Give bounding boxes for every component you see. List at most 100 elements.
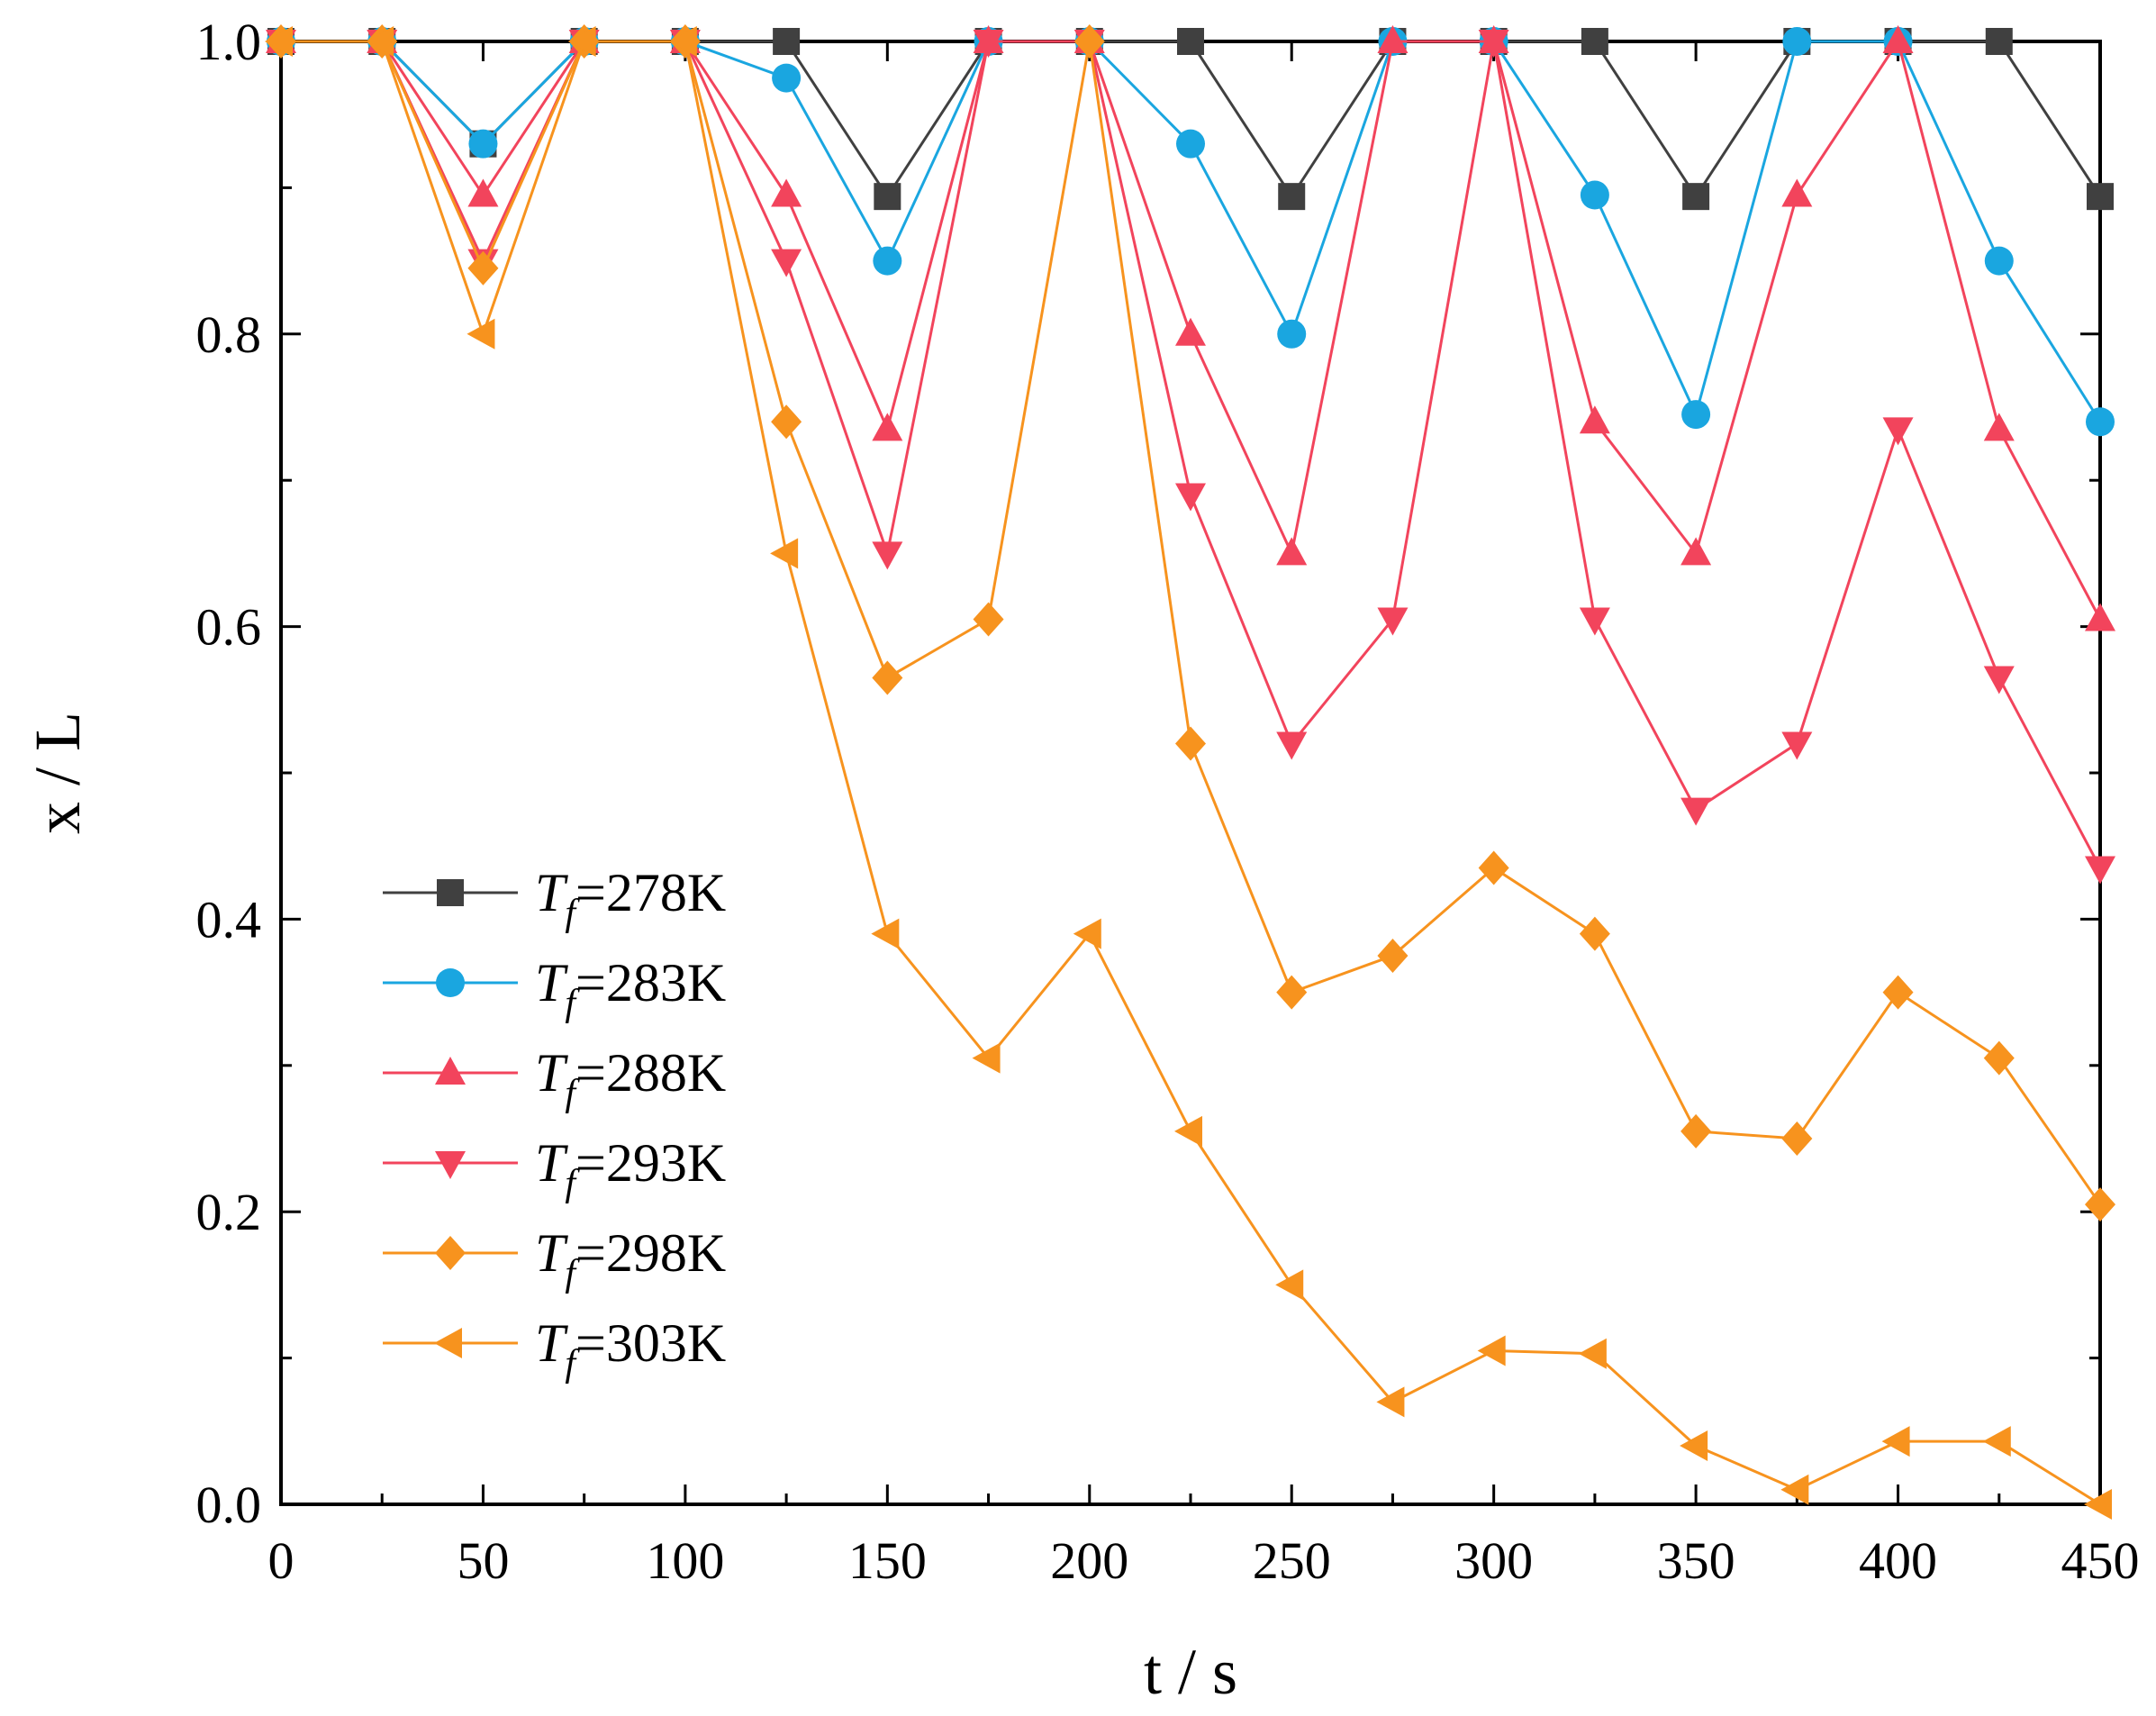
legend-marker <box>435 1057 466 1085</box>
data-point <box>871 918 900 949</box>
data-point <box>1682 183 1710 211</box>
data-point <box>1680 1113 1712 1149</box>
data-point <box>1377 607 1409 636</box>
data-point <box>2085 856 2115 885</box>
data-point <box>1174 1115 1202 1147</box>
legend-label-value: =278K <box>575 863 726 922</box>
data-point <box>1376 1386 1405 1418</box>
x-tick-label: 450 <box>2061 1531 2140 1590</box>
series-line <box>281 40 2102 199</box>
legend-marker <box>437 879 464 906</box>
data-point <box>1985 28 2013 55</box>
x-tick-label: 50 <box>457 1531 509 1590</box>
data-point <box>973 30 1004 58</box>
legend-label: Tf=303K <box>535 1313 726 1385</box>
data-point <box>1579 916 1610 951</box>
series-line <box>281 40 2102 423</box>
data-point <box>1881 1426 1910 1457</box>
legend-item: Tf=288K <box>383 1043 726 1114</box>
data-point <box>1073 24 1105 59</box>
legend-label-main: T <box>535 863 568 922</box>
data-point <box>366 26 394 57</box>
data-point <box>771 178 802 207</box>
plot-frame <box>279 40 2102 1506</box>
data-point <box>1276 537 1308 566</box>
data-point <box>1579 607 1610 636</box>
data-point <box>1983 413 2015 441</box>
x-tick-label: 100 <box>646 1531 724 1590</box>
legend-marker <box>434 1328 462 1358</box>
data-point <box>1276 975 1308 1010</box>
legend-label: Tf=298K <box>535 1223 726 1294</box>
data-point <box>567 26 596 57</box>
data-point <box>1175 317 1206 346</box>
data-point <box>1579 405 1610 434</box>
y-tick-label: 0.4 <box>196 890 262 949</box>
data-point <box>771 404 802 440</box>
data-point <box>1275 1269 1304 1301</box>
data-point <box>1276 731 1308 760</box>
data-point <box>467 318 495 350</box>
legend-label-value: =288K <box>575 1043 726 1103</box>
data-point <box>2084 1489 2112 1520</box>
data-point <box>1781 731 1813 760</box>
data-point <box>872 541 903 570</box>
x-tick-label: 350 <box>1657 1531 1735 1590</box>
legend-marker <box>435 1151 466 1179</box>
data-point <box>2086 407 2115 437</box>
data-point <box>1983 1040 2015 1076</box>
series-t-f-288k <box>266 25 2115 631</box>
data-point <box>1782 27 1812 56</box>
legend-item: Tf=283K <box>383 953 726 1024</box>
data-point <box>1983 666 2015 695</box>
x-tick-label: 150 <box>848 1531 927 1590</box>
y-tick-label: 0.8 <box>196 305 262 364</box>
data-point <box>1175 726 1206 761</box>
data-point <box>1780 1474 1809 1505</box>
data-point <box>771 249 802 277</box>
x-tick-label: 250 <box>1253 1531 1331 1590</box>
tick-label-layer: 0 50 100 150 200 250 300 350 400 450 0.0 0.2 0.4 0.6 0… <box>196 13 2140 1590</box>
data-point <box>1680 797 1712 826</box>
data-point <box>1578 1338 1607 1369</box>
legend-label-main: T <box>535 1043 568 1103</box>
legend-item: Tf=303K <box>383 1313 726 1385</box>
data-point <box>973 602 1004 637</box>
data-point <box>874 183 901 211</box>
y-axis-title: x / L <box>22 712 94 834</box>
data-point <box>1982 1426 2011 1457</box>
legend-label-main: T <box>535 1133 568 1193</box>
data-point <box>1477 1335 1506 1366</box>
data-point <box>873 246 902 276</box>
data-point <box>1984 246 2014 276</box>
legend-item: Tf=278K <box>383 863 726 934</box>
legend-label-main: T <box>535 1223 568 1283</box>
legend-label-main: T <box>535 953 568 1012</box>
legend-label: Tf=278K <box>535 863 726 934</box>
data-point <box>1278 183 1306 211</box>
series-layer <box>265 24 2115 1520</box>
data-point <box>1882 417 1914 446</box>
series-line <box>281 40 2101 1506</box>
legend-marker <box>435 1236 466 1270</box>
y-tick-label: 1.0 <box>196 13 262 71</box>
legend-label-value: =303K <box>575 1313 726 1373</box>
data-point <box>1377 25 1409 53</box>
data-point <box>668 26 697 57</box>
data-point <box>872 413 903 441</box>
legend-label-main: T <box>535 1313 568 1373</box>
legend-label: Tf=283K <box>535 953 726 1024</box>
legend-label: Tf=293K <box>535 1133 726 1204</box>
y-tick-label: 0.2 <box>196 1183 262 1241</box>
data-point <box>1781 178 1813 207</box>
data-point <box>1175 483 1206 512</box>
legend-item: Tf=298K <box>383 1223 726 1294</box>
data-point <box>467 250 499 286</box>
data-point <box>2087 183 2114 211</box>
legend-item: Tf=293K <box>383 1133 726 1204</box>
legend-label-value: =293K <box>575 1133 726 1193</box>
x-tick-label: 300 <box>1454 1531 1533 1590</box>
legend-label: Tf=288K <box>535 1043 726 1114</box>
data-point <box>265 26 293 57</box>
